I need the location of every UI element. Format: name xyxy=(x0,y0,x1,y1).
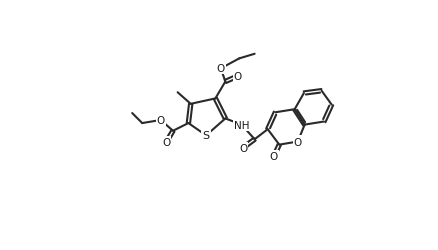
Text: NH: NH xyxy=(233,120,249,130)
Text: O: O xyxy=(156,116,164,126)
Text: O: O xyxy=(238,143,247,153)
Text: O: O xyxy=(233,72,241,82)
Text: O: O xyxy=(269,152,277,162)
Text: O: O xyxy=(216,64,224,74)
Text: O: O xyxy=(162,138,170,148)
Text: S: S xyxy=(202,131,209,141)
Text: O: O xyxy=(293,137,301,147)
